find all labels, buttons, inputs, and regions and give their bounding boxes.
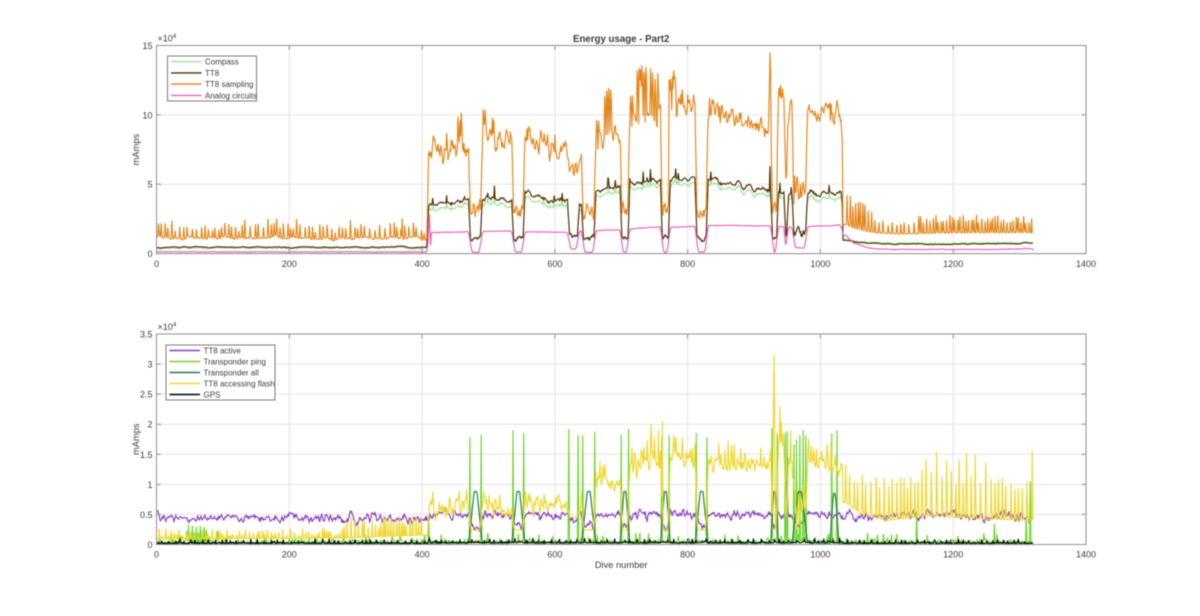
svg-text:3: 3 — [147, 360, 152, 370]
svg-text:TT8: TT8 — [205, 69, 220, 78]
svg-text:0: 0 — [154, 550, 159, 560]
svg-text:1400: 1400 — [1076, 259, 1096, 269]
svg-text:1: 1 — [147, 480, 152, 490]
svg-text:TT8 active: TT8 active — [204, 347, 242, 356]
svg-text:Transponder ping: Transponder ping — [204, 358, 266, 367]
svg-text:15: 15 — [142, 41, 152, 51]
svg-text:1200: 1200 — [943, 550, 963, 560]
svg-text:800: 800 — [680, 550, 695, 560]
svg-text:GPS: GPS — [204, 391, 221, 400]
svg-text:600: 600 — [547, 550, 562, 560]
svg-text:1400: 1400 — [1076, 550, 1096, 560]
svg-text:TT8 sampling: TT8 sampling — [205, 80, 253, 89]
svg-text:×104: ×104 — [158, 322, 177, 333]
svg-text:1000: 1000 — [810, 550, 830, 560]
svg-text:mAmps: mAmps — [131, 133, 141, 165]
svg-text:×104: ×104 — [158, 33, 177, 44]
svg-text:3.5: 3.5 — [140, 330, 153, 340]
svg-text:10: 10 — [142, 110, 152, 120]
svg-text:Energy usage - Part2: Energy usage - Part2 — [573, 34, 669, 45]
svg-text:2.5: 2.5 — [140, 390, 153, 400]
svg-text:Compass: Compass — [205, 58, 239, 67]
svg-text:mAmps: mAmps — [131, 423, 141, 455]
svg-text:5: 5 — [147, 180, 152, 190]
svg-text:400: 400 — [415, 550, 430, 560]
svg-text:1200: 1200 — [943, 259, 963, 269]
svg-text:200: 200 — [282, 259, 297, 269]
svg-text:0: 0 — [147, 540, 152, 550]
svg-text:400: 400 — [415, 259, 430, 269]
svg-text:0: 0 — [147, 249, 152, 259]
svg-text:800: 800 — [680, 259, 695, 269]
svg-text:200: 200 — [282, 550, 297, 560]
svg-text:600: 600 — [547, 259, 562, 269]
svg-text:0: 0 — [154, 259, 159, 269]
svg-text:Dive number: Dive number — [595, 560, 648, 570]
svg-text:1000: 1000 — [810, 259, 830, 269]
svg-text:Analog circuits: Analog circuits — [205, 91, 257, 100]
svg-text:2: 2 — [147, 420, 152, 430]
svg-text:0.5: 0.5 — [140, 510, 153, 520]
svg-text:Transponder all: Transponder all — [204, 369, 260, 378]
svg-text:1.5: 1.5 — [140, 450, 153, 460]
svg-text:TT8 accessing flash: TT8 accessing flash — [204, 380, 275, 389]
